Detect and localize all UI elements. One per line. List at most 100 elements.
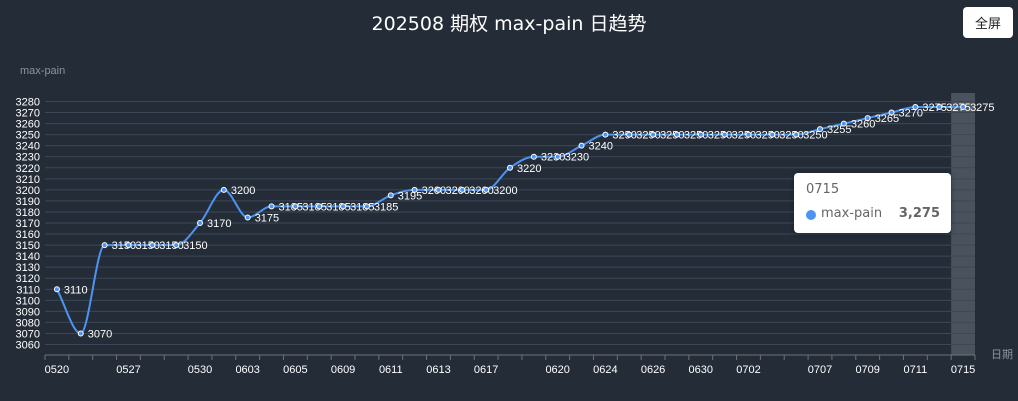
- data-label: 3250: [732, 130, 756, 142]
- data-label: 3185: [302, 201, 326, 213]
- data-point: [913, 105, 918, 110]
- data-point: [388, 193, 393, 198]
- data-point: [412, 187, 417, 192]
- data-label: 3200: [422, 185, 446, 197]
- data-label: 3200: [493, 185, 517, 197]
- x-tick-label: 0527: [116, 364, 140, 376]
- data-label: 3150: [159, 240, 183, 252]
- data-label: 3275: [970, 102, 994, 114]
- x-tick-label: 0609: [331, 364, 355, 376]
- data-point: [770, 132, 775, 137]
- data-point: [126, 243, 131, 248]
- data-point: [937, 105, 942, 110]
- y-tick-label: 3090: [16, 306, 40, 318]
- data-point: [603, 132, 608, 137]
- data-point: [961, 105, 966, 110]
- x-tick-label: 0715: [951, 364, 975, 376]
- data-point: [221, 187, 226, 192]
- data-label: 3185: [350, 201, 374, 213]
- y-tick-label: 3210: [16, 174, 40, 186]
- y-tick-label: 3070: [16, 328, 40, 340]
- data-label: 3255: [827, 124, 851, 136]
- y-tick-label: 3100: [16, 295, 40, 307]
- data-point: [341, 204, 346, 209]
- data-label: 3250: [708, 130, 732, 142]
- data-label: 3195: [398, 190, 422, 202]
- data-label: 3220: [517, 163, 541, 175]
- x-tick-label: 0709: [855, 364, 879, 376]
- data-point: [746, 132, 751, 137]
- data-label: 3230: [565, 152, 589, 164]
- data-point: [531, 154, 536, 159]
- data-point: [579, 143, 584, 148]
- chart-tooltip: 0715 max-pain 3,275: [794, 173, 951, 233]
- data-label: 3170: [207, 218, 231, 230]
- data-label: 3270: [899, 108, 923, 120]
- data-label: 3200: [231, 185, 255, 197]
- data-point: [78, 331, 83, 336]
- data-point: [317, 204, 322, 209]
- data-label: 3250: [660, 130, 684, 142]
- data-point: [794, 132, 799, 137]
- data-label: 3175: [255, 212, 279, 224]
- tooltip-value: 3,275: [899, 206, 940, 221]
- data-point: [627, 132, 632, 137]
- data-point: [674, 132, 679, 137]
- x-tick-label: 0702: [736, 364, 760, 376]
- data-label: 3260: [851, 119, 875, 131]
- y-tick-label: 3110: [16, 284, 40, 296]
- y-tick-label: 3060: [16, 340, 40, 352]
- x-tick-label: 0626: [641, 364, 665, 376]
- data-label: 3150: [183, 240, 207, 252]
- data-label: 3250: [636, 130, 660, 142]
- y-tick-label: 3250: [16, 130, 40, 142]
- x-tick-label: 0617: [474, 364, 498, 376]
- data-point: [54, 287, 59, 292]
- x-tick-label: 0711: [904, 364, 928, 376]
- data-label: 3185: [279, 201, 303, 213]
- data-label: 3265: [875, 113, 899, 125]
- y-tick-label: 3280: [16, 97, 40, 109]
- hover-band: [951, 93, 975, 355]
- data-point: [293, 204, 298, 209]
- data-label: 3230: [541, 152, 565, 164]
- y-axis-name: max-pain: [20, 65, 65, 77]
- y-tick-label: 3220: [16, 163, 40, 175]
- data-point: [508, 165, 513, 170]
- data-label: 3150: [135, 240, 159, 252]
- data-point: [245, 215, 250, 220]
- y-tick-label: 3270: [16, 108, 40, 120]
- tooltip-series-name: max-pain: [821, 206, 882, 221]
- data-point: [460, 187, 465, 192]
- data-label: 3250: [779, 130, 803, 142]
- x-tick-label: 0620: [545, 364, 569, 376]
- y-tick-label: 3170: [16, 218, 40, 230]
- x-tick-label: 0520: [45, 364, 69, 376]
- y-tick-label: 3260: [16, 119, 40, 131]
- y-tick-label: 3080: [16, 317, 40, 329]
- data-point: [722, 132, 727, 137]
- x-tick-label: 0603: [235, 364, 259, 376]
- data-label: 3185: [326, 201, 350, 213]
- y-tick-label: 3180: [16, 207, 40, 219]
- y-tick-label: 3130: [16, 262, 40, 274]
- y-tick-label: 3240: [16, 141, 40, 153]
- data-point: [174, 243, 179, 248]
- x-tick-label: 0624: [593, 364, 617, 376]
- x-tick-label: 0630: [689, 364, 713, 376]
- x-tick-label: 0530: [188, 364, 212, 376]
- y-tick-label: 3140: [16, 251, 40, 263]
- x-tick-label: 0613: [426, 364, 450, 376]
- y-tick-label: 3160: [16, 229, 40, 241]
- data-point: [651, 132, 656, 137]
- series-color-marker: [806, 210, 816, 220]
- data-point: [818, 127, 823, 132]
- data-label: 3250: [684, 130, 708, 142]
- data-point: [150, 243, 155, 248]
- data-label: 3250: [803, 130, 827, 142]
- tooltip-date: 0715: [806, 182, 839, 197]
- data-label: 3070: [88, 328, 112, 340]
- data-label: 3240: [589, 141, 613, 153]
- data-point: [484, 187, 489, 192]
- data-point: [841, 121, 846, 126]
